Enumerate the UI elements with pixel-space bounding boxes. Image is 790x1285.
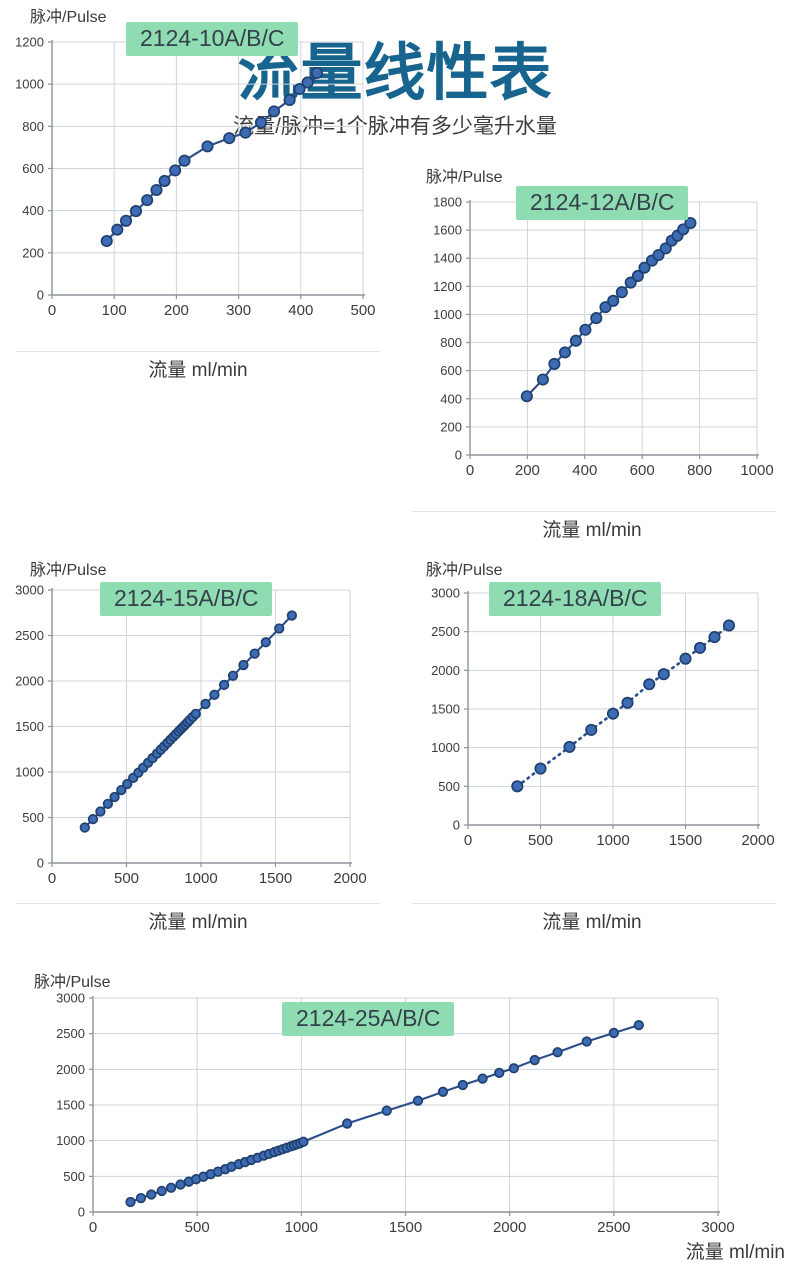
series-badge: 2124-12A/B/C	[516, 186, 689, 220]
svg-text:0: 0	[37, 288, 44, 303]
svg-text:1500: 1500	[15, 719, 44, 734]
series-badge: 2124-15A/B/C	[100, 582, 273, 616]
svg-text:1000: 1000	[596, 832, 629, 849]
svg-text:400: 400	[440, 391, 462, 406]
svg-text:800: 800	[687, 462, 712, 479]
svg-text:600: 600	[630, 462, 655, 479]
svg-text:1000: 1000	[184, 870, 217, 887]
svg-text:1000: 1000	[285, 1219, 318, 1236]
svg-text:500: 500	[63, 1169, 85, 1184]
svg-text:400: 400	[288, 302, 313, 319]
series-badge: 2124-25A/B/C	[282, 1002, 455, 1036]
svg-text:0: 0	[464, 832, 472, 849]
y-axis-title: 脉冲/Pulse	[30, 9, 107, 26]
y-axis-title: 脉冲/Pulse	[34, 974, 111, 991]
svg-text:0: 0	[466, 462, 474, 479]
y-axis-title: 脉冲/Pulse	[426, 169, 503, 186]
svg-text:3000: 3000	[15, 583, 44, 598]
svg-text:1200: 1200	[433, 279, 462, 294]
svg-text:1600: 1600	[433, 223, 462, 238]
divider	[412, 903, 776, 904]
svg-text:100: 100	[102, 302, 127, 319]
svg-text:500: 500	[438, 779, 460, 794]
svg-text:500: 500	[350, 302, 375, 319]
plot-area: 0 500 1000 1500 2000 2500 3000 0 500 1000 1500 2000	[431, 586, 775, 850]
svg-text:1500: 1500	[56, 1098, 85, 1113]
svg-text:500: 500	[185, 1219, 210, 1236]
svg-text:2500: 2500	[597, 1219, 630, 1236]
svg-text:200: 200	[515, 462, 540, 479]
svg-text:500: 500	[528, 832, 553, 849]
plot-area: 0 200 400 600 800 1000 1200 0 100 200 300 400 500	[15, 35, 375, 320]
svg-text:0: 0	[37, 856, 44, 871]
svg-text:2000: 2000	[15, 674, 44, 689]
x-axis-title: 流量 ml/min	[542, 520, 642, 541]
svg-text:800: 800	[440, 335, 462, 350]
plot-area: 0 500 1000 1500 2000 2500 3000 0 500 1000 1500 2000…	[56, 991, 735, 1237]
svg-text:1000: 1000	[15, 765, 44, 780]
svg-text:1400: 1400	[433, 251, 462, 266]
svg-text:1000: 1000	[433, 307, 462, 322]
svg-text:200: 200	[440, 419, 462, 434]
svg-text:600: 600	[22, 161, 44, 176]
x-axis-title: 流量 ml/min	[542, 912, 642, 933]
x-axis-title: 流量 ml/min	[148, 360, 248, 381]
chart-2124-25: 脉冲/Pulse 2124-25A/B/C 0 500 1000 1500 2000 25…	[0, 965, 790, 1265]
svg-text:1500: 1500	[259, 870, 292, 887]
svg-text:400: 400	[22, 203, 44, 218]
plot-area: 0 200 400 600 800 1000 1200 1400 1600 1800 0 200 400…	[433, 195, 774, 480]
svg-text:1500: 1500	[669, 832, 702, 849]
svg-text:0: 0	[453, 818, 460, 833]
svg-text:2500: 2500	[431, 624, 460, 639]
svg-text:2000: 2000	[431, 663, 460, 678]
svg-text:2000: 2000	[741, 832, 774, 849]
svg-text:1500: 1500	[431, 702, 460, 717]
chart-2124-18: 脉冲/Pulse 2124-18A/B/C 0 500 1000 1500 2000 25…	[394, 552, 790, 942]
svg-text:2500: 2500	[56, 1026, 85, 1041]
svg-text:1800: 1800	[433, 195, 462, 210]
svg-text:400: 400	[572, 462, 597, 479]
series-badge: 2124-18A/B/C	[489, 582, 662, 616]
divider	[16, 351, 380, 352]
svg-text:600: 600	[440, 363, 462, 378]
divider	[16, 903, 380, 904]
svg-text:0: 0	[48, 870, 56, 887]
svg-text:2000: 2000	[333, 870, 366, 887]
series-badge: 2124-10A/B/C	[126, 22, 299, 56]
x-axis-title: 流量 ml/min	[685, 1242, 785, 1263]
svg-text:1200: 1200	[15, 35, 44, 50]
svg-text:500: 500	[22, 810, 44, 825]
svg-text:1500: 1500	[389, 1219, 422, 1236]
chart-2124-12: 脉冲/Pulse 2124-12A/B/C 0 200 400 600 800 1000 1…	[394, 160, 790, 552]
chart-2124-10: 脉冲/Pulse 2124-10A/B/C 0 200 400 600 800 1000 1…	[0, 0, 396, 392]
page-subtitle: 流量/脉冲=1个脉冲有多少毫升水量	[233, 115, 557, 138]
chart-2124-15: 脉冲/Pulse 2124-15A/B/C 0 500 1000 1500 2000 25…	[0, 552, 396, 942]
svg-text:1000: 1000	[740, 462, 773, 479]
svg-text:0: 0	[89, 1219, 97, 1236]
divider	[412, 511, 776, 512]
y-axis-title: 脉冲/Pulse	[426, 562, 503, 579]
svg-text:300: 300	[226, 302, 251, 319]
svg-text:2500: 2500	[15, 628, 44, 643]
svg-text:0: 0	[78, 1205, 85, 1220]
svg-text:200: 200	[22, 245, 44, 260]
svg-text:800: 800	[22, 119, 44, 134]
svg-text:0: 0	[48, 302, 56, 319]
svg-text:1000: 1000	[56, 1133, 85, 1148]
svg-text:3000: 3000	[431, 586, 460, 601]
svg-text:3000: 3000	[56, 991, 85, 1006]
plot-area: 0 500 1000 1500 2000 2500 3000 0 500 1000 1500 2000	[15, 583, 367, 888]
y-axis-title: 脉冲/Pulse	[30, 562, 107, 579]
x-axis-title: 流量 ml/min	[148, 912, 248, 933]
svg-text:200: 200	[164, 302, 189, 319]
svg-text:2000: 2000	[493, 1219, 526, 1236]
svg-text:1000: 1000	[431, 740, 460, 755]
svg-text:3000: 3000	[701, 1219, 734, 1236]
svg-text:2000: 2000	[56, 1062, 85, 1077]
svg-text:0: 0	[455, 448, 462, 463]
svg-text:500: 500	[114, 870, 139, 887]
svg-text:1000: 1000	[15, 77, 44, 92]
